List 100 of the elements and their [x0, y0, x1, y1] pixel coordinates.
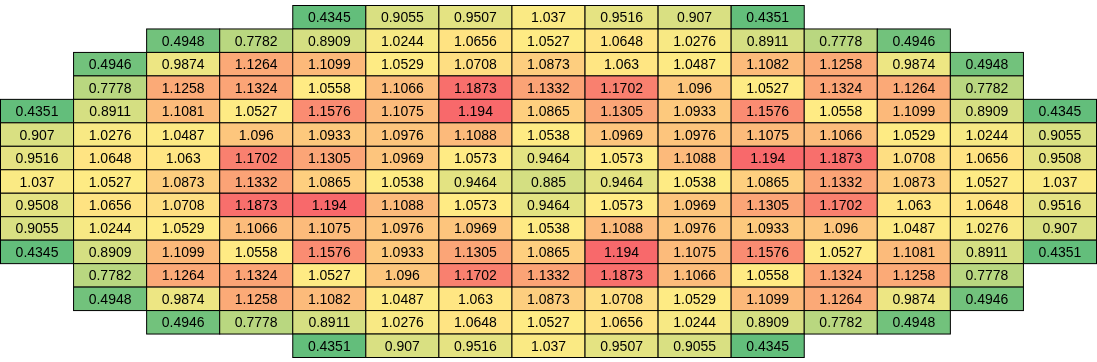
data-label: 0.9508 [15, 196, 59, 213]
data-label: 1.0969 [673, 196, 717, 213]
data-label: 1.0656 [88, 196, 132, 213]
data-label: 0.7782 [819, 314, 863, 331]
data-label: 0.4946 [88, 56, 132, 73]
data-label: 1.1258 [234, 290, 278, 307]
data-label: 0.8909 [88, 243, 132, 260]
data-label: 1.1305 [307, 150, 351, 167]
data-label: 1.1702 [600, 79, 644, 96]
data-label: 1.1873 [600, 267, 644, 284]
data-label: 0.8909 [307, 32, 351, 49]
data-label: 1.063 [165, 150, 201, 167]
data-label: 1.037 [1042, 173, 1078, 190]
data-label: 1.0865 [746, 173, 790, 190]
data-label: 1.1066 [234, 220, 278, 237]
data-label: 1.1099 [746, 290, 790, 307]
data-label: 1.0527 [819, 243, 863, 260]
data-label: 0.7782 [234, 32, 278, 49]
data-label: 0.9464 [527, 196, 571, 213]
data-label: 1.1082 [307, 290, 351, 307]
data-label: 0.4946 [161, 314, 205, 331]
data-label: 1.0969 [380, 150, 424, 167]
data-label: 1.0487 [380, 290, 424, 307]
data-label: 1.0538 [527, 220, 571, 237]
data-label: 1.1264 [892, 79, 936, 96]
data-label: 1.1576 [746, 243, 790, 260]
data-label: 1.0933 [380, 243, 424, 260]
data-label: 1.0573 [600, 196, 644, 213]
data-label: 0.9516 [1038, 196, 1082, 213]
data-label: 1.1305 [600, 103, 644, 120]
data-label: 1.0708 [600, 290, 644, 307]
data-label: 1.0656 [600, 314, 644, 331]
data-label: 1.1324 [234, 267, 278, 284]
data-label: 1.0244 [673, 314, 717, 331]
data-label: 1.063 [896, 196, 932, 213]
data-label: 0.9516 [15, 150, 59, 167]
data-label: 0.8911 [308, 314, 351, 331]
data-label: 0.8911 [89, 103, 132, 120]
data-label: 1.194 [750, 150, 786, 167]
data-label: 0.7778 [965, 267, 1009, 284]
data-label: 1.0527 [307, 267, 351, 284]
data-label: 1.1088 [454, 126, 498, 143]
data-label: 0.8909 [746, 314, 790, 331]
data-label: 1.1075 [307, 220, 351, 237]
data-label: 1.1081 [892, 243, 936, 260]
data-label: 1.1332 [819, 173, 863, 190]
data-label: 1.0708 [892, 150, 936, 167]
data-label: 1.1305 [454, 243, 498, 260]
data-label: 0.9874 [161, 290, 205, 307]
data-label: 0.907 [19, 126, 55, 143]
data-label: 1.0527 [234, 103, 278, 120]
data-label: 1.0656 [965, 150, 1009, 167]
data-label: 0.9516 [454, 337, 498, 354]
data-label: 1.063 [457, 290, 494, 307]
data-label: 1.063 [604, 56, 640, 73]
data-label: 0.4345 [746, 337, 790, 354]
data-label: 1.096 [823, 220, 859, 237]
data-label: 0.885 [530, 173, 567, 190]
data-label: 1.0656 [454, 32, 498, 49]
data-label: 1.0558 [819, 103, 863, 120]
data-label: 0.8911 [966, 243, 1008, 260]
data-label: 0.4345 [1038, 103, 1082, 120]
data-label: 1.1702 [819, 196, 863, 213]
data-label: 1.1576 [307, 243, 351, 260]
data-label: 1.096 [384, 267, 421, 284]
data-label: 0.9464 [527, 150, 571, 167]
data-label: 1.1332 [527, 79, 571, 96]
data-label: 0.4351 [1038, 243, 1082, 260]
data-label: 1.0648 [454, 314, 498, 331]
data-label: 1.1099 [892, 103, 936, 120]
data-label: 0.9508 [1038, 150, 1082, 167]
data-label: 0.8911 [746, 32, 789, 49]
data-label: 1.1873 [819, 150, 863, 167]
data-label: 1.0969 [454, 220, 498, 237]
data-label: 1.194 [604, 243, 640, 260]
data-label: 1.1088 [600, 220, 644, 237]
data-label: 1.0276 [88, 126, 132, 143]
data-label: 1.0538 [527, 126, 571, 143]
data-label: 1.096 [238, 126, 274, 143]
data-label: 1.0538 [380, 173, 424, 190]
data-label: 0.907 [677, 9, 713, 26]
data-label: 1.0487 [892, 220, 936, 237]
data-label: 1.037 [530, 337, 567, 354]
data-label: 1.1258 [892, 267, 936, 284]
data-label: 0.9055 [1038, 126, 1082, 143]
data-label: 1.0276 [673, 32, 717, 49]
data-label: 0.4351 [746, 9, 790, 26]
data-label: 0.9464 [454, 173, 498, 190]
data-label: 1.0976 [673, 220, 717, 237]
data-label: 0.9464 [600, 173, 644, 190]
data-label: 1.0244 [88, 220, 132, 237]
data-label: 1.0708 [454, 56, 498, 73]
data-label: 0.4345 [15, 243, 59, 260]
data-label: 0.4351 [15, 103, 59, 120]
data-label: 1.0558 [234, 243, 278, 260]
data-label: 1.1258 [819, 56, 863, 73]
data-label: 0.4948 [161, 32, 205, 49]
data-label: 1.1324 [819, 267, 863, 284]
data-label: 0.907 [384, 337, 421, 354]
data-label: 0.4351 [307, 337, 351, 354]
